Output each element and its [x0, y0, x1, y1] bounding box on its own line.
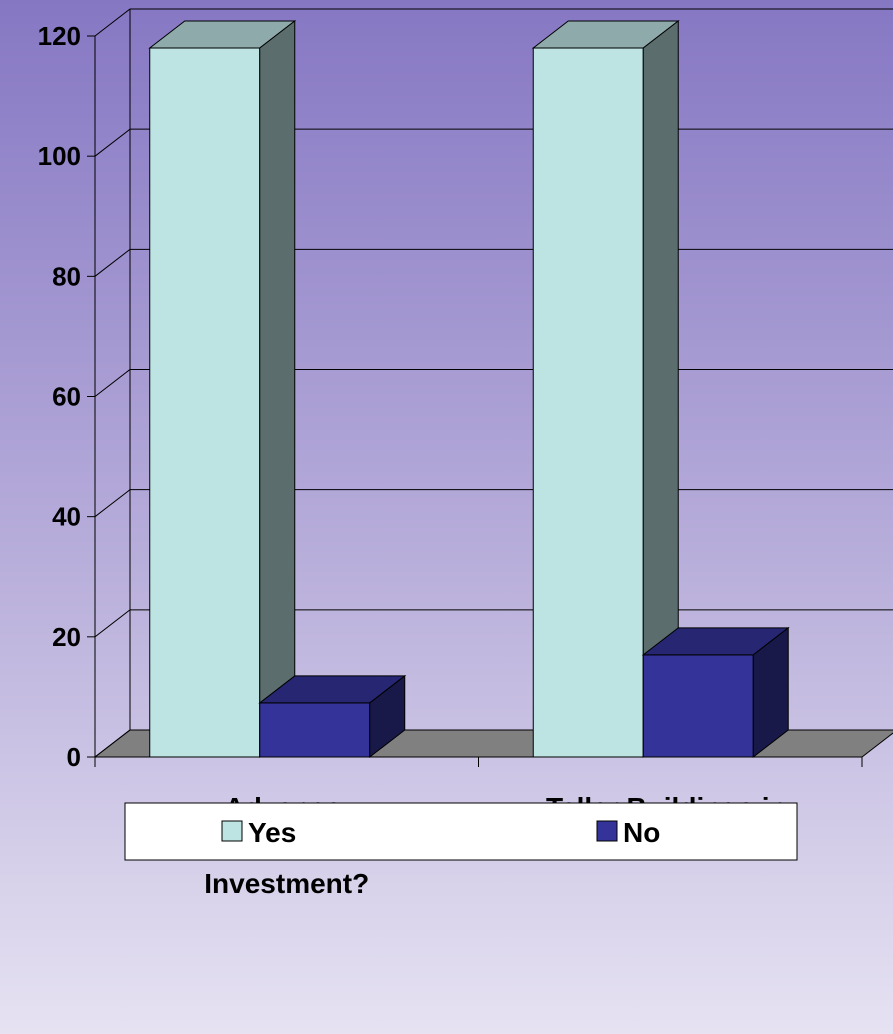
- y-tick-label: 20: [52, 622, 81, 652]
- legend-swatch: [221, 820, 243, 842]
- y-tick-label: 80: [52, 261, 81, 291]
- bar-side: [369, 674, 406, 759]
- bar: [259, 702, 371, 758]
- bar-side: [259, 19, 296, 759]
- bar: [532, 47, 644, 758]
- legend-label: No: [623, 817, 660, 848]
- y-tick-label: 100: [38, 141, 81, 171]
- y-tick-label: 60: [52, 382, 81, 412]
- bar: [642, 654, 754, 758]
- y-tick-label: 120: [38, 21, 81, 51]
- legend-label: Yes: [248, 817, 296, 848]
- y-tick-label: 40: [52, 502, 81, 532]
- y-tick-label: 0: [67, 742, 81, 772]
- bar-side: [752, 626, 789, 759]
- legend-swatch: [596, 820, 618, 842]
- grid-line: [94, 8, 893, 37]
- bar: [149, 47, 261, 758]
